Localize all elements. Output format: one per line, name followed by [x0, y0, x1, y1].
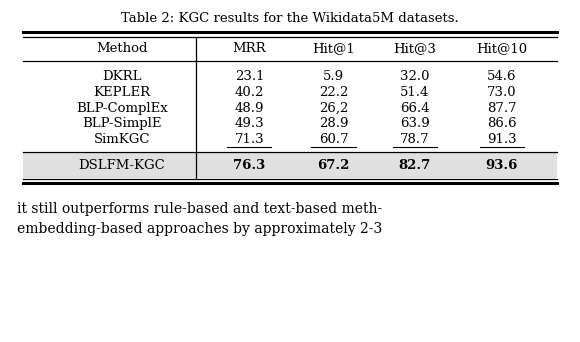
Text: 93.6: 93.6: [485, 159, 518, 172]
Text: 86.6: 86.6: [487, 117, 517, 130]
Text: 26,2: 26,2: [319, 102, 348, 115]
Text: 76.3: 76.3: [233, 159, 266, 172]
Text: 22.2: 22.2: [319, 86, 348, 99]
Text: KEPLER: KEPLER: [93, 86, 150, 99]
Text: 23.1: 23.1: [235, 70, 264, 83]
Text: DKRL: DKRL: [102, 70, 142, 83]
Text: 51.4: 51.4: [400, 86, 429, 99]
Text: embedding-based approaches by approximately 2-3: embedding-based approaches by approximat…: [17, 222, 383, 236]
Text: 82.7: 82.7: [398, 159, 431, 172]
Text: MRR: MRR: [233, 42, 266, 55]
Text: 87.7: 87.7: [487, 102, 517, 115]
Text: 91.3: 91.3: [487, 133, 517, 146]
Text: Hit@1: Hit@1: [312, 42, 355, 55]
Text: 48.9: 48.9: [235, 102, 264, 115]
Text: it still outperforms rule-based and text-based meth-: it still outperforms rule-based and text…: [17, 202, 383, 215]
Text: 63.9: 63.9: [400, 117, 430, 130]
Text: Method: Method: [96, 42, 147, 55]
Text: Table 2: KGC results for the Wikidata5M datasets.: Table 2: KGC results for the Wikidata5M …: [121, 12, 459, 25]
Text: 71.3: 71.3: [234, 133, 264, 146]
Text: 78.7: 78.7: [400, 133, 430, 146]
Text: 73.0: 73.0: [487, 86, 517, 99]
Text: Hit@3: Hit@3: [393, 42, 436, 55]
Text: Hit@10: Hit@10: [476, 42, 527, 55]
Text: DSLFM-KGC: DSLFM-KGC: [78, 159, 165, 172]
Text: 66.4: 66.4: [400, 102, 430, 115]
Text: 32.0: 32.0: [400, 70, 429, 83]
Text: 5.9: 5.9: [323, 70, 344, 83]
FancyBboxPatch shape: [23, 153, 557, 178]
Text: 60.7: 60.7: [318, 133, 349, 146]
Text: 54.6: 54.6: [487, 70, 516, 83]
Text: 67.2: 67.2: [317, 159, 350, 172]
Text: 28.9: 28.9: [319, 117, 348, 130]
Text: 49.3: 49.3: [234, 117, 264, 130]
Text: BLP-ComplEx: BLP-ComplEx: [76, 102, 168, 115]
Text: SimKGC: SimKGC: [93, 133, 150, 146]
Text: 40.2: 40.2: [235, 86, 264, 99]
Text: BLP-SimplE: BLP-SimplE: [82, 117, 162, 130]
